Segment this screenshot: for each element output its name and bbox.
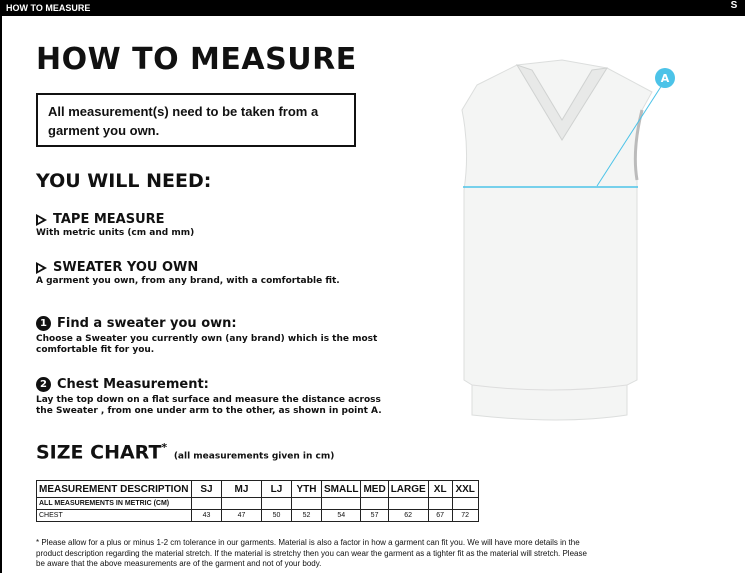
need-sweater: SWEATER YOU OWN A garment you own, from … — [36, 260, 340, 287]
point-a-label: A — [661, 72, 670, 85]
table-row: ALL MEASUREMENTS IN METRIC (CM) — [36, 497, 479, 510]
top-bar-title: HOW TO MEASURE — [6, 3, 91, 13]
step-number-icon: 2 — [36, 377, 51, 392]
top-bar: HOW TO MEASURE S — [2, 0, 745, 16]
step-2: 2 Chest Measurement: Lay the top down on … — [36, 377, 396, 417]
table-row: CHEST 43 47 50 52 54 57 62 67 72 — [36, 509, 479, 522]
need-heading: YOU WILL NEED: — [36, 170, 212, 192]
size-chart-note: (all measurements given in cm) — [173, 451, 335, 462]
need-title: SWEATER YOU OWN — [53, 260, 199, 275]
step-title: Find a sweater you own: — [57, 316, 237, 331]
need-desc: A garment you own, from any brand, with … — [36, 276, 340, 286]
need-tape-measure: TAPE MEASURE With metric units (cm and m… — [36, 212, 194, 239]
step-number-icon: 1 — [36, 316, 51, 331]
step-1: 1 Find a sweater you own: Choose a Sweate… — [36, 316, 396, 356]
sweater-diagram: A — [461, 59, 675, 421]
need-title: TAPE MEASURE — [53, 212, 165, 227]
note-box: All measurement(s) need to be taken from… — [36, 93, 356, 147]
sweater-collar — [515, 64, 608, 141]
size-chart-heading: SIZE CHART* (all measurements given in c… — [36, 441, 335, 464]
play-triangle-icon — [36, 213, 47, 226]
footnote: * Please allow for a plus or minus 1-2 c… — [36, 538, 587, 568]
table-header-row: MEASUREMENT DESCRIPTION SJ MJ LJ YTH SMALL ME… — [36, 480, 479, 498]
step-desc: Choose a Sweater you currently own (any … — [36, 334, 378, 355]
step-desc: Lay the top down on a flat surface and m… — [36, 395, 382, 416]
need-desc: With metric units (cm and mm) — [36, 228, 195, 238]
play-triangle-icon — [36, 261, 47, 274]
step-title: Chest Measurement: — [57, 377, 209, 392]
size-table: MEASUREMENT DESCRIPTION SJ MJ LJ YTH SMALL ME… — [36, 480, 479, 522]
point-a-marker — [655, 68, 675, 88]
brand-logo: S — [730, 0, 738, 11]
page-title: HOW TO MEASURE — [36, 42, 357, 77]
pointer-line — [596, 84, 663, 187]
